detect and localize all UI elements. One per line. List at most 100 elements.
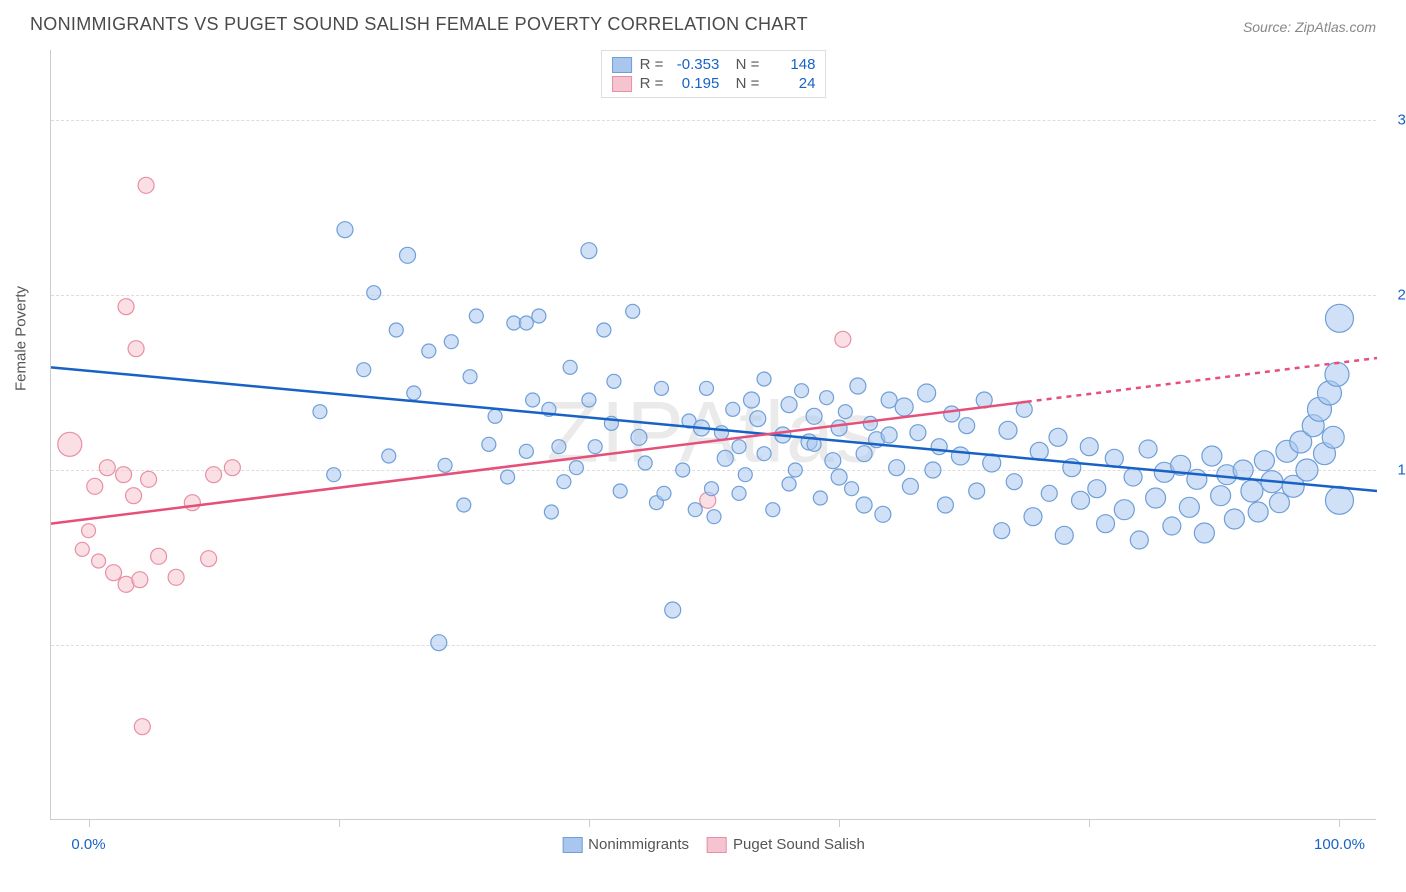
data-point bbox=[607, 374, 621, 388]
data-point bbox=[1325, 486, 1353, 514]
data-point bbox=[357, 363, 371, 377]
swatch-series-a bbox=[562, 837, 582, 853]
stats-legend: R = -0.353 N = 148 R = 0.195 N = 24 bbox=[601, 50, 827, 98]
stat-n-value-b: 24 bbox=[767, 75, 815, 92]
data-point bbox=[631, 429, 647, 445]
data-point bbox=[856, 497, 872, 513]
data-point bbox=[582, 393, 596, 407]
data-point bbox=[969, 483, 985, 499]
data-point bbox=[532, 309, 546, 323]
data-point bbox=[889, 460, 905, 476]
legend-item-a: Nonimmigrants bbox=[562, 836, 689, 853]
data-point bbox=[715, 426, 729, 440]
data-point bbox=[654, 381, 668, 395]
data-point bbox=[1030, 442, 1048, 460]
data-point bbox=[1124, 468, 1142, 486]
data-point bbox=[1322, 426, 1344, 448]
source-label: Source: ZipAtlas.com bbox=[1243, 19, 1376, 35]
x-tick bbox=[589, 819, 590, 827]
data-point bbox=[438, 458, 452, 472]
y-tick-label: 22.5% bbox=[1384, 287, 1406, 304]
data-point bbox=[782, 477, 796, 491]
data-point bbox=[951, 447, 969, 465]
data-point bbox=[845, 482, 859, 496]
x-tick bbox=[839, 819, 840, 827]
data-point bbox=[638, 456, 652, 470]
data-point bbox=[132, 572, 148, 588]
data-point bbox=[766, 503, 780, 517]
data-point bbox=[850, 378, 866, 394]
data-point bbox=[1041, 485, 1057, 501]
data-point bbox=[1130, 531, 1148, 549]
stat-r-value-b: 0.195 bbox=[671, 75, 719, 92]
chart-title: NONIMMIGRANTS VS PUGET SOUND SALISH FEMA… bbox=[30, 14, 808, 35]
stat-r-label: R = bbox=[640, 75, 664, 92]
x-tick-label: 0.0% bbox=[71, 836, 105, 853]
data-point bbox=[1179, 497, 1199, 517]
data-point bbox=[944, 406, 960, 422]
data-point bbox=[1024, 508, 1042, 526]
data-point bbox=[717, 450, 733, 466]
data-point bbox=[327, 468, 341, 482]
data-point bbox=[488, 409, 502, 423]
data-point bbox=[813, 491, 827, 505]
data-point bbox=[184, 495, 200, 511]
trend-line bbox=[51, 402, 1027, 524]
data-point bbox=[337, 222, 353, 238]
data-point bbox=[422, 344, 436, 358]
data-point bbox=[959, 418, 975, 434]
data-point bbox=[581, 243, 597, 259]
data-point bbox=[875, 506, 891, 522]
data-point bbox=[1248, 502, 1268, 522]
data-point bbox=[918, 384, 936, 402]
data-point bbox=[118, 299, 134, 315]
y-tick-label: 15.0% bbox=[1384, 462, 1406, 479]
data-point bbox=[1194, 523, 1214, 543]
data-point bbox=[224, 460, 240, 476]
data-point bbox=[82, 524, 96, 538]
data-point bbox=[613, 484, 627, 498]
data-point bbox=[563, 360, 577, 374]
legend-label-a: Nonimmigrants bbox=[588, 836, 689, 853]
data-point bbox=[881, 427, 897, 443]
data-point bbox=[726, 402, 740, 416]
data-point bbox=[588, 440, 602, 454]
data-point bbox=[657, 486, 671, 500]
data-point bbox=[557, 475, 571, 489]
data-point bbox=[699, 381, 713, 395]
data-point bbox=[92, 554, 106, 568]
data-point bbox=[999, 421, 1017, 439]
data-point bbox=[863, 416, 877, 430]
data-point bbox=[1105, 449, 1123, 467]
data-point bbox=[501, 470, 515, 484]
data-point bbox=[99, 460, 115, 476]
x-tick bbox=[339, 819, 340, 827]
data-point bbox=[469, 309, 483, 323]
x-tick-label: 100.0% bbox=[1314, 836, 1365, 853]
data-point bbox=[526, 393, 540, 407]
data-point bbox=[1224, 509, 1244, 529]
stats-row-a: R = -0.353 N = 148 bbox=[612, 55, 816, 74]
data-point bbox=[138, 177, 154, 193]
data-point bbox=[704, 482, 718, 496]
stats-row-b: R = 0.195 N = 24 bbox=[612, 74, 816, 93]
data-point bbox=[744, 392, 760, 408]
data-point bbox=[569, 461, 583, 475]
data-point bbox=[1049, 428, 1067, 446]
data-point bbox=[937, 497, 953, 513]
stat-r-label: R = bbox=[640, 56, 664, 73]
data-point bbox=[738, 468, 752, 482]
data-point bbox=[788, 463, 802, 477]
data-point bbox=[732, 440, 746, 454]
data-point bbox=[151, 548, 167, 564]
data-point bbox=[1241, 480, 1263, 502]
y-tick-label: 30.0% bbox=[1384, 112, 1406, 129]
data-point bbox=[795, 384, 809, 398]
data-point bbox=[1139, 440, 1157, 458]
data-point bbox=[482, 437, 496, 451]
data-point bbox=[838, 405, 852, 419]
swatch-series-a bbox=[612, 57, 632, 73]
data-point bbox=[206, 467, 222, 483]
data-point bbox=[519, 444, 533, 458]
x-tick bbox=[1089, 819, 1090, 827]
